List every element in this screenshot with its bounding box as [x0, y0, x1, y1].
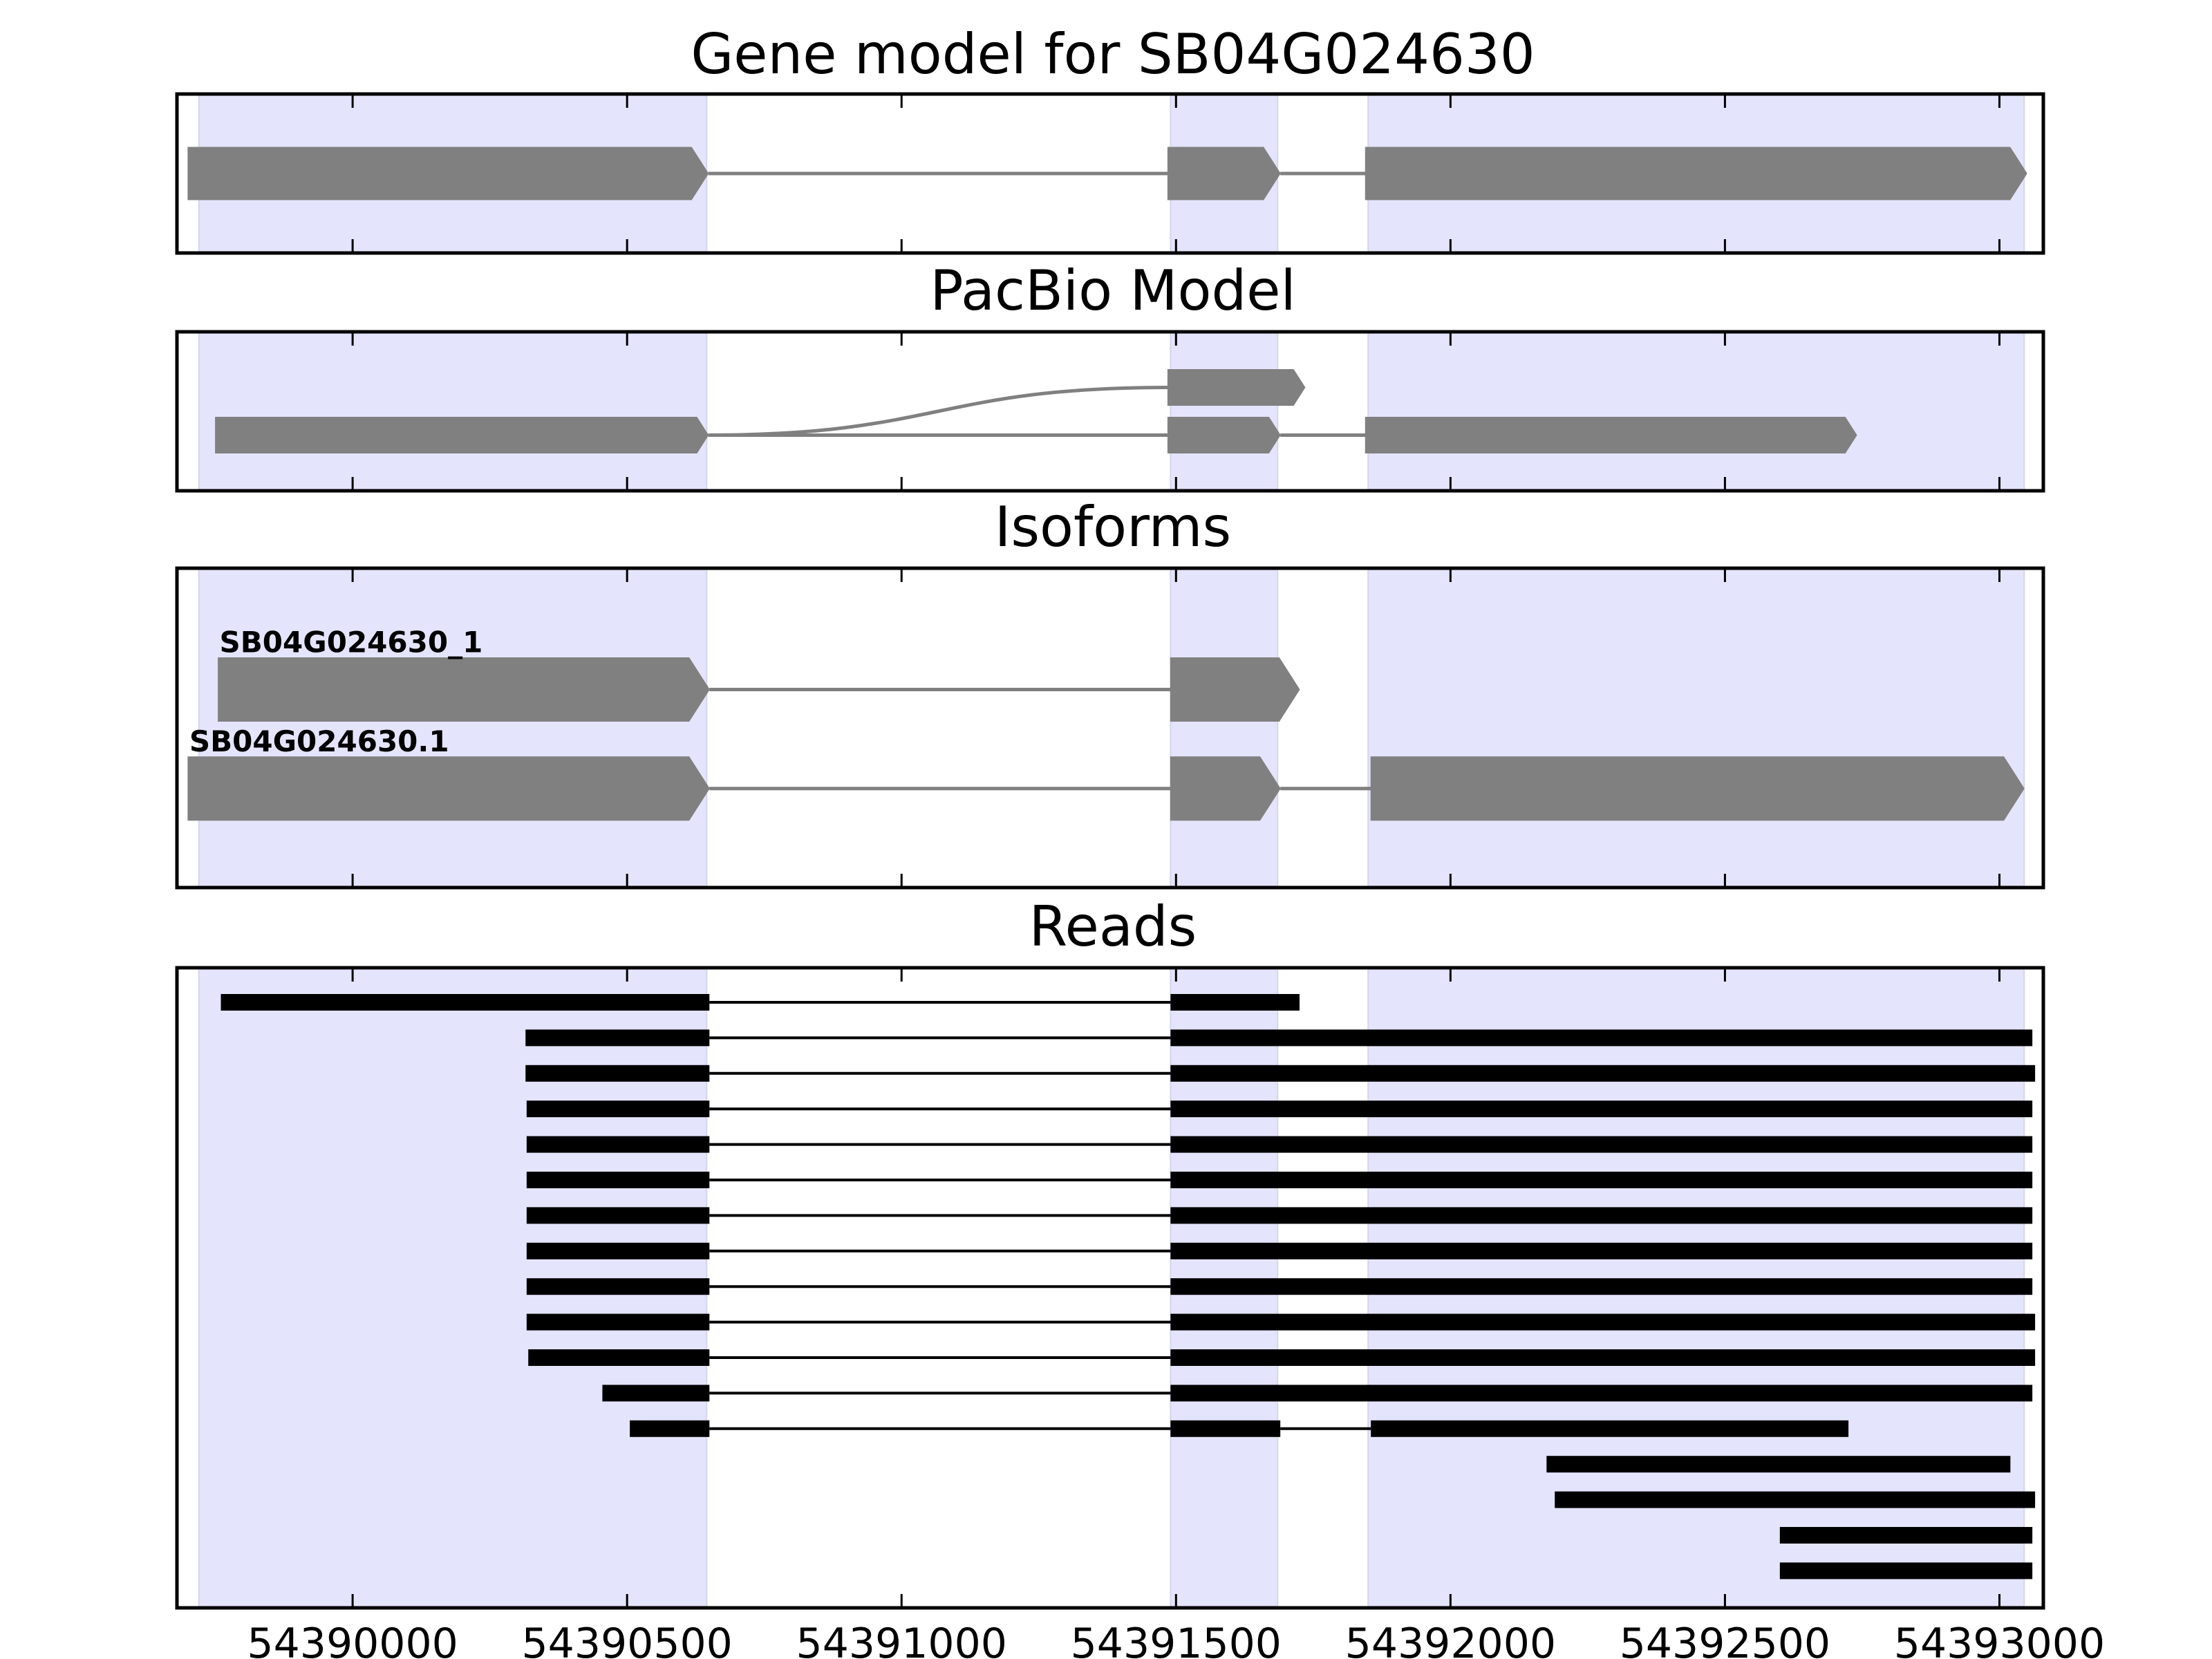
x-tick-label: 54390500 — [521, 1620, 732, 1659]
read-segment — [1779, 1562, 2033, 1580]
x-tick-label: 54392000 — [1345, 1620, 1556, 1659]
read-segment — [1170, 1420, 1281, 1437]
reads-title: Reads — [1029, 894, 1197, 959]
read-segment — [1170, 1207, 2033, 1224]
read-segment — [528, 1349, 710, 1366]
exon-region-shade — [198, 331, 708, 491]
exon-arrow — [187, 756, 710, 821]
exon-arrow — [1170, 657, 1300, 722]
splice-link — [708, 386, 1168, 437]
read-segment — [1555, 1491, 2036, 1508]
read-segment — [1546, 1456, 2011, 1473]
x-tick-label: 54390000 — [247, 1620, 458, 1659]
exon-arrow — [1170, 756, 1281, 821]
read-segment — [525, 1065, 710, 1082]
exon-arrow — [1370, 756, 2025, 821]
read-segment — [526, 1100, 710, 1118]
read-segment — [1170, 1136, 2033, 1153]
exon-arrow — [1167, 147, 1281, 200]
read-segment — [1170, 1029, 2033, 1047]
x-tick-label: 54393000 — [1894, 1620, 2105, 1659]
read-segment — [1170, 1313, 2036, 1331]
read-segment — [602, 1385, 710, 1402]
read-segment — [1170, 1172, 2033, 1188]
x-tick-label: 54392500 — [1620, 1620, 1830, 1659]
isoforms-panel: Isoforms SB04G024630_1 SB04G024630.1 — [175, 495, 2045, 890]
read-segment — [526, 1313, 710, 1331]
exon-arrow — [187, 147, 709, 200]
pacbio-frame — [175, 330, 2045, 493]
read-segment — [1170, 1349, 2036, 1366]
exon-region-shade — [1367, 331, 2025, 491]
read-segment — [1170, 1065, 2036, 1082]
read-segment — [1170, 1100, 2033, 1118]
gene-model-frame — [175, 92, 2045, 255]
read-segment — [1170, 994, 1300, 1011]
exon-region-shade — [1170, 331, 1279, 491]
read-segment — [1170, 1385, 2033, 1402]
read-segment — [526, 1278, 710, 1295]
x-tick-label: 54391000 — [796, 1620, 1007, 1659]
isoform-label: SB04G024630.1 — [189, 724, 449, 758]
exon-arrow — [1365, 417, 1857, 453]
read-segment — [1170, 1242, 2033, 1259]
read-segment — [526, 1242, 710, 1259]
gene-model-title: Gene model for SB04G024630 — [691, 22, 1535, 86]
exon-region-shade — [198, 568, 708, 888]
read-segment — [1371, 1420, 1849, 1437]
exon-region-shade — [1170, 568, 1279, 888]
reads-panel: Reads — [175, 894, 2045, 1610]
exon-arrow — [218, 657, 710, 722]
exon-arrow — [215, 417, 709, 453]
read-segment — [526, 1136, 710, 1153]
read-segment — [526, 1172, 710, 1188]
read-segment — [526, 1207, 710, 1224]
exon-arrow — [1167, 417, 1281, 453]
exon-arrow — [1167, 369, 1306, 406]
x-tick-label: 54391500 — [1071, 1620, 1282, 1659]
pacbio-title: PacBio Model — [930, 259, 1295, 323]
read-segment — [221, 994, 710, 1011]
x-axis: 54390000 54390500 54391000 54391500 54392000… — [247, 1620, 2105, 1659]
gene-model-panel: Gene model for SB04G024630 — [175, 22, 2045, 255]
read-segment — [1779, 1527, 2033, 1544]
read-segment — [525, 1029, 710, 1047]
isoforms-frame — [175, 566, 2045, 890]
reads-frame — [175, 966, 2045, 1610]
read-segment — [1170, 1278, 2033, 1295]
exon-arrow — [1365, 147, 2027, 200]
read-segment — [630, 1420, 710, 1437]
isoforms-title: Isoforms — [995, 495, 1231, 559]
isoform-label: SB04G024630_1 — [220, 626, 483, 659]
pacbio-panel: PacBio Model — [175, 259, 2045, 493]
exon-region-shade — [1367, 568, 2025, 888]
